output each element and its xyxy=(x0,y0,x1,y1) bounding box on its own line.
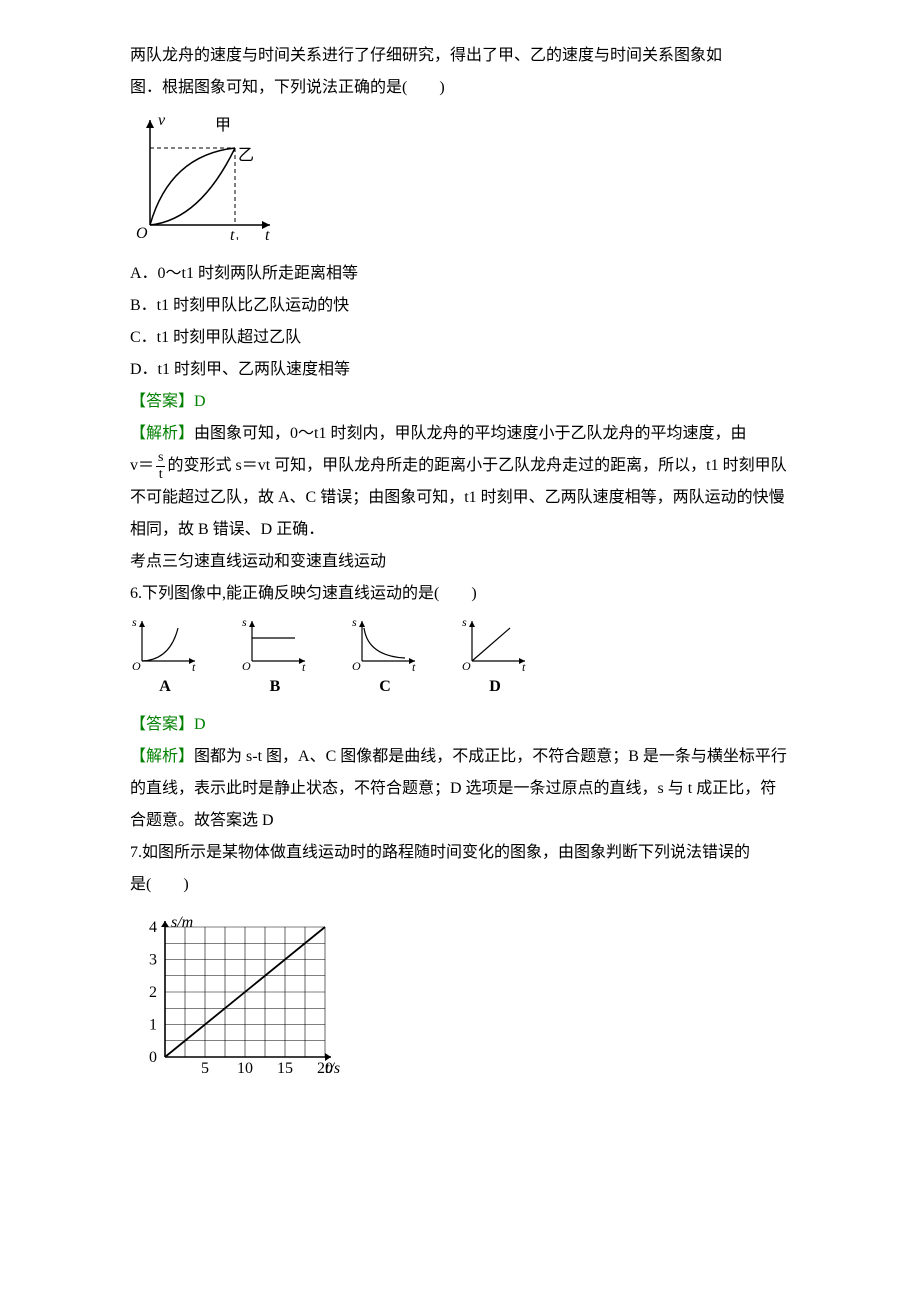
svg-text:4: 4 xyxy=(149,919,157,936)
q5-answer: 【答案】D xyxy=(130,386,790,418)
intro-line-2: 图．根据图象可知，下列说法正确的是( ) xyxy=(130,72,790,104)
svg-text:O: O xyxy=(242,659,251,671)
svg-text:t: t xyxy=(412,660,416,671)
q6-option-a-graph: s t O A xyxy=(130,616,200,703)
svg-text:s: s xyxy=(352,616,357,629)
q7-stem-2: 是( ) xyxy=(130,869,790,901)
q5-explain-1: 【解析】由图象可知，0～t1 时刻内，甲队龙舟的平均速度小于乙队龙舟的平均速度，… xyxy=(130,418,790,450)
q5-explain-2: v＝st的变形式 s＝vt 可知，甲队龙舟所走的距离小于乙队龙舟走过的距离，所以… xyxy=(130,450,790,546)
svg-text:s: s xyxy=(132,616,137,629)
q5-option-a: A．0～t1 时刻两队所走距离相等 xyxy=(130,258,790,290)
svg-text:O: O xyxy=(462,659,471,671)
q6-option-b-graph: s t O B xyxy=(240,616,310,703)
svg-text:t1: t1 xyxy=(230,227,239,240)
q7-stem-1: 7.如图所示是某物体做直线运动时的路程随时间变化的图象，由图象判断下列说法错误的 xyxy=(130,837,790,869)
vt-graph: v t t1 O 甲 乙 xyxy=(130,110,790,252)
svg-text:5: 5 xyxy=(201,1060,209,1077)
svg-text:s/m: s/m xyxy=(171,914,193,931)
option-letter-c: C xyxy=(350,671,420,703)
svg-text:1: 1 xyxy=(149,1017,157,1034)
q6-explain: 【解析】图都为 s-t 图，A、C 图像都是曲线，不成正比，不符合题意；B 是一… xyxy=(130,741,790,837)
svg-text:15: 15 xyxy=(277,1060,293,1077)
axis-v-label: v xyxy=(158,112,166,129)
svg-text:O: O xyxy=(132,659,141,671)
q5-option-c: C．t1 时刻甲队超过乙队 xyxy=(130,322,790,354)
axis-t-label: t xyxy=(265,227,270,240)
q6-option-c-graph: s t O C xyxy=(350,616,420,703)
origin-label: O xyxy=(136,225,148,240)
svg-text:3: 3 xyxy=(149,952,157,969)
svg-text:s: s xyxy=(242,616,247,629)
q5-option-b: B．t1 时刻甲队比乙队运动的快 xyxy=(130,290,790,322)
q6-stem: 6.下列图像中,能正确反映匀速直线运动的是( ) xyxy=(130,578,790,610)
svg-text:s: s xyxy=(462,616,467,629)
q6-answer: 【答案】D xyxy=(130,709,790,741)
svg-text:t: t xyxy=(192,660,196,671)
svg-text:t: t xyxy=(302,660,306,671)
svg-text:O: O xyxy=(352,659,361,671)
svg-text:t/s: t/s xyxy=(325,1060,340,1077)
st-chart: 012345101520s/mt/s xyxy=(130,907,790,1089)
svg-text:10: 10 xyxy=(237,1060,253,1077)
q6-options: s t O A s t O B xyxy=(130,616,790,703)
svg-text:2: 2 xyxy=(149,984,157,1001)
option-letter-d: D xyxy=(460,671,530,703)
svg-text:0: 0 xyxy=(149,1049,157,1066)
option-letter-a: A xyxy=(130,671,200,703)
curve-jia-label: 甲 xyxy=(215,117,231,134)
q6-option-d-graph: s t O D xyxy=(460,616,530,703)
q5-option-d: D．t1 时刻甲、乙两队速度相等 xyxy=(130,354,790,386)
intro-line-1: 两队龙舟的速度与时间关系进行了仔细研究，得出了甲、乙的速度与时间关系图象如 xyxy=(130,40,790,72)
svg-text:t: t xyxy=(522,660,526,671)
topic-3-heading: 考点三匀速直线运动和变速直线运动 xyxy=(130,546,790,578)
curve-yi-label: 乙 xyxy=(238,147,254,164)
option-letter-b: B xyxy=(240,671,310,703)
